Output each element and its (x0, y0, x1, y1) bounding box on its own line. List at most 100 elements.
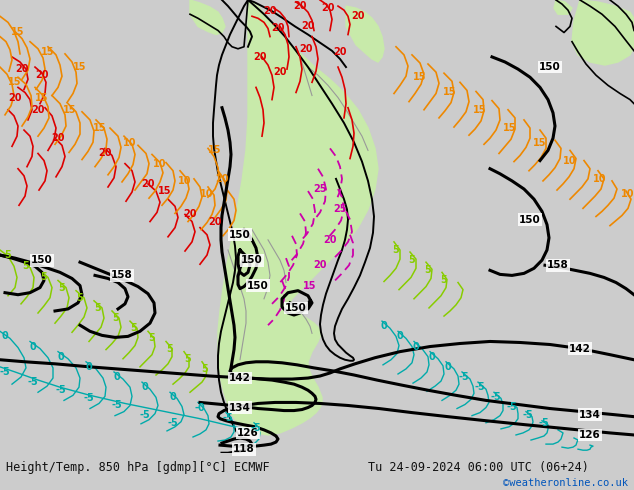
Text: 150: 150 (31, 255, 53, 265)
Text: 10: 10 (153, 159, 167, 169)
Text: 126: 126 (579, 430, 601, 440)
Text: 0: 0 (58, 352, 65, 362)
Text: 20: 20 (321, 3, 335, 13)
Text: 15: 15 (208, 146, 222, 155)
Polygon shape (572, 0, 634, 65)
Text: 10: 10 (123, 138, 137, 148)
Text: 20: 20 (36, 70, 49, 80)
Text: 25: 25 (333, 204, 347, 214)
Text: 15: 15 (303, 281, 317, 291)
Text: 5: 5 (167, 343, 173, 354)
Polygon shape (190, 0, 225, 35)
Text: 20: 20 (183, 209, 197, 220)
Polygon shape (554, 0, 572, 14)
Text: 15: 15 (11, 26, 25, 36)
Polygon shape (218, 0, 378, 435)
Text: 150: 150 (539, 62, 561, 72)
Text: 15: 15 (41, 47, 55, 57)
Text: 20: 20 (333, 47, 347, 57)
Text: 20: 20 (313, 260, 327, 270)
Text: 20: 20 (51, 133, 65, 143)
Text: 5: 5 (131, 323, 138, 333)
Text: -5: -5 (28, 377, 39, 387)
Polygon shape (346, 6, 384, 62)
Text: 10: 10 (178, 176, 191, 186)
Text: 10: 10 (621, 189, 634, 199)
Text: 15: 15 (8, 77, 22, 87)
Text: 15: 15 (74, 62, 87, 72)
Text: 5: 5 (41, 272, 48, 282)
Text: 20: 20 (31, 105, 45, 115)
Text: 0: 0 (2, 331, 8, 342)
Text: 20: 20 (323, 235, 337, 245)
Text: Tu 24-09-2024 06:00 UTC (06+24): Tu 24-09-2024 06:00 UTC (06+24) (368, 461, 588, 474)
Text: 142: 142 (569, 343, 591, 354)
Text: 5: 5 (113, 313, 119, 323)
Text: 20: 20 (98, 148, 112, 158)
Text: 15: 15 (93, 123, 107, 133)
Text: 150: 150 (229, 230, 251, 240)
Text: 126: 126 (237, 428, 259, 438)
Text: 20: 20 (141, 179, 155, 189)
Text: 15: 15 (533, 138, 547, 148)
Text: -5: -5 (522, 410, 533, 419)
Text: 5: 5 (441, 275, 448, 286)
Text: -5: -5 (475, 382, 486, 392)
Text: 15: 15 (503, 123, 517, 133)
Text: 0: 0 (397, 331, 403, 342)
Text: 0: 0 (413, 342, 419, 351)
Text: -5: -5 (56, 385, 67, 395)
Text: -5: -5 (84, 393, 94, 403)
Text: 5: 5 (202, 364, 209, 374)
Text: -5: -5 (250, 423, 261, 433)
Text: 5: 5 (4, 250, 11, 260)
Text: 0: 0 (141, 382, 148, 392)
Text: -5: -5 (507, 401, 517, 412)
Text: 10: 10 (563, 155, 577, 166)
Text: 5: 5 (184, 354, 191, 364)
Text: 5: 5 (409, 255, 415, 265)
Text: 0: 0 (380, 321, 387, 331)
Text: 5: 5 (392, 245, 399, 255)
Text: 150: 150 (519, 215, 541, 224)
Text: 20: 20 (263, 6, 277, 16)
Text: 158: 158 (111, 270, 133, 280)
Text: -5: -5 (458, 372, 469, 382)
Text: 158: 158 (547, 260, 569, 270)
Text: 0: 0 (30, 342, 36, 351)
Text: Height/Temp. 850 hPa [gdmp][°C] ECMWF: Height/Temp. 850 hPa [gdmp][°C] ECMWF (6, 461, 270, 474)
Text: 20: 20 (253, 52, 267, 62)
Text: 15: 15 (36, 93, 49, 102)
Text: 0: 0 (444, 362, 451, 372)
Text: 150: 150 (247, 281, 269, 291)
Text: -5: -5 (539, 418, 550, 428)
Text: ©weatheronline.co.uk: ©weatheronline.co.uk (503, 478, 628, 489)
Text: 118: 118 (233, 444, 255, 454)
Text: 5: 5 (58, 283, 65, 293)
Text: 20: 20 (8, 93, 22, 102)
Text: 20: 20 (294, 1, 307, 11)
Text: 5: 5 (77, 293, 84, 303)
Text: -5: -5 (112, 400, 122, 411)
Text: 0: 0 (86, 362, 93, 372)
Text: 15: 15 (443, 88, 456, 98)
Text: -0: -0 (195, 402, 205, 413)
Text: 20: 20 (299, 44, 313, 54)
Text: 5: 5 (94, 303, 101, 313)
Text: 5: 5 (425, 265, 431, 275)
Text: 142: 142 (229, 373, 251, 383)
Text: 20: 20 (351, 11, 365, 21)
Text: 20: 20 (15, 64, 29, 74)
Text: 15: 15 (413, 72, 427, 82)
Text: 150: 150 (241, 255, 263, 265)
Text: 15: 15 (158, 186, 172, 196)
Text: -5: -5 (167, 418, 178, 428)
Text: -5: -5 (0, 367, 10, 377)
Text: 25: 25 (313, 184, 327, 194)
Text: 134: 134 (229, 402, 251, 413)
Text: 15: 15 (63, 105, 77, 115)
Text: 0: 0 (170, 392, 176, 402)
Text: -5: -5 (491, 392, 501, 402)
Text: 20: 20 (301, 22, 314, 31)
Text: 0: 0 (113, 372, 120, 382)
